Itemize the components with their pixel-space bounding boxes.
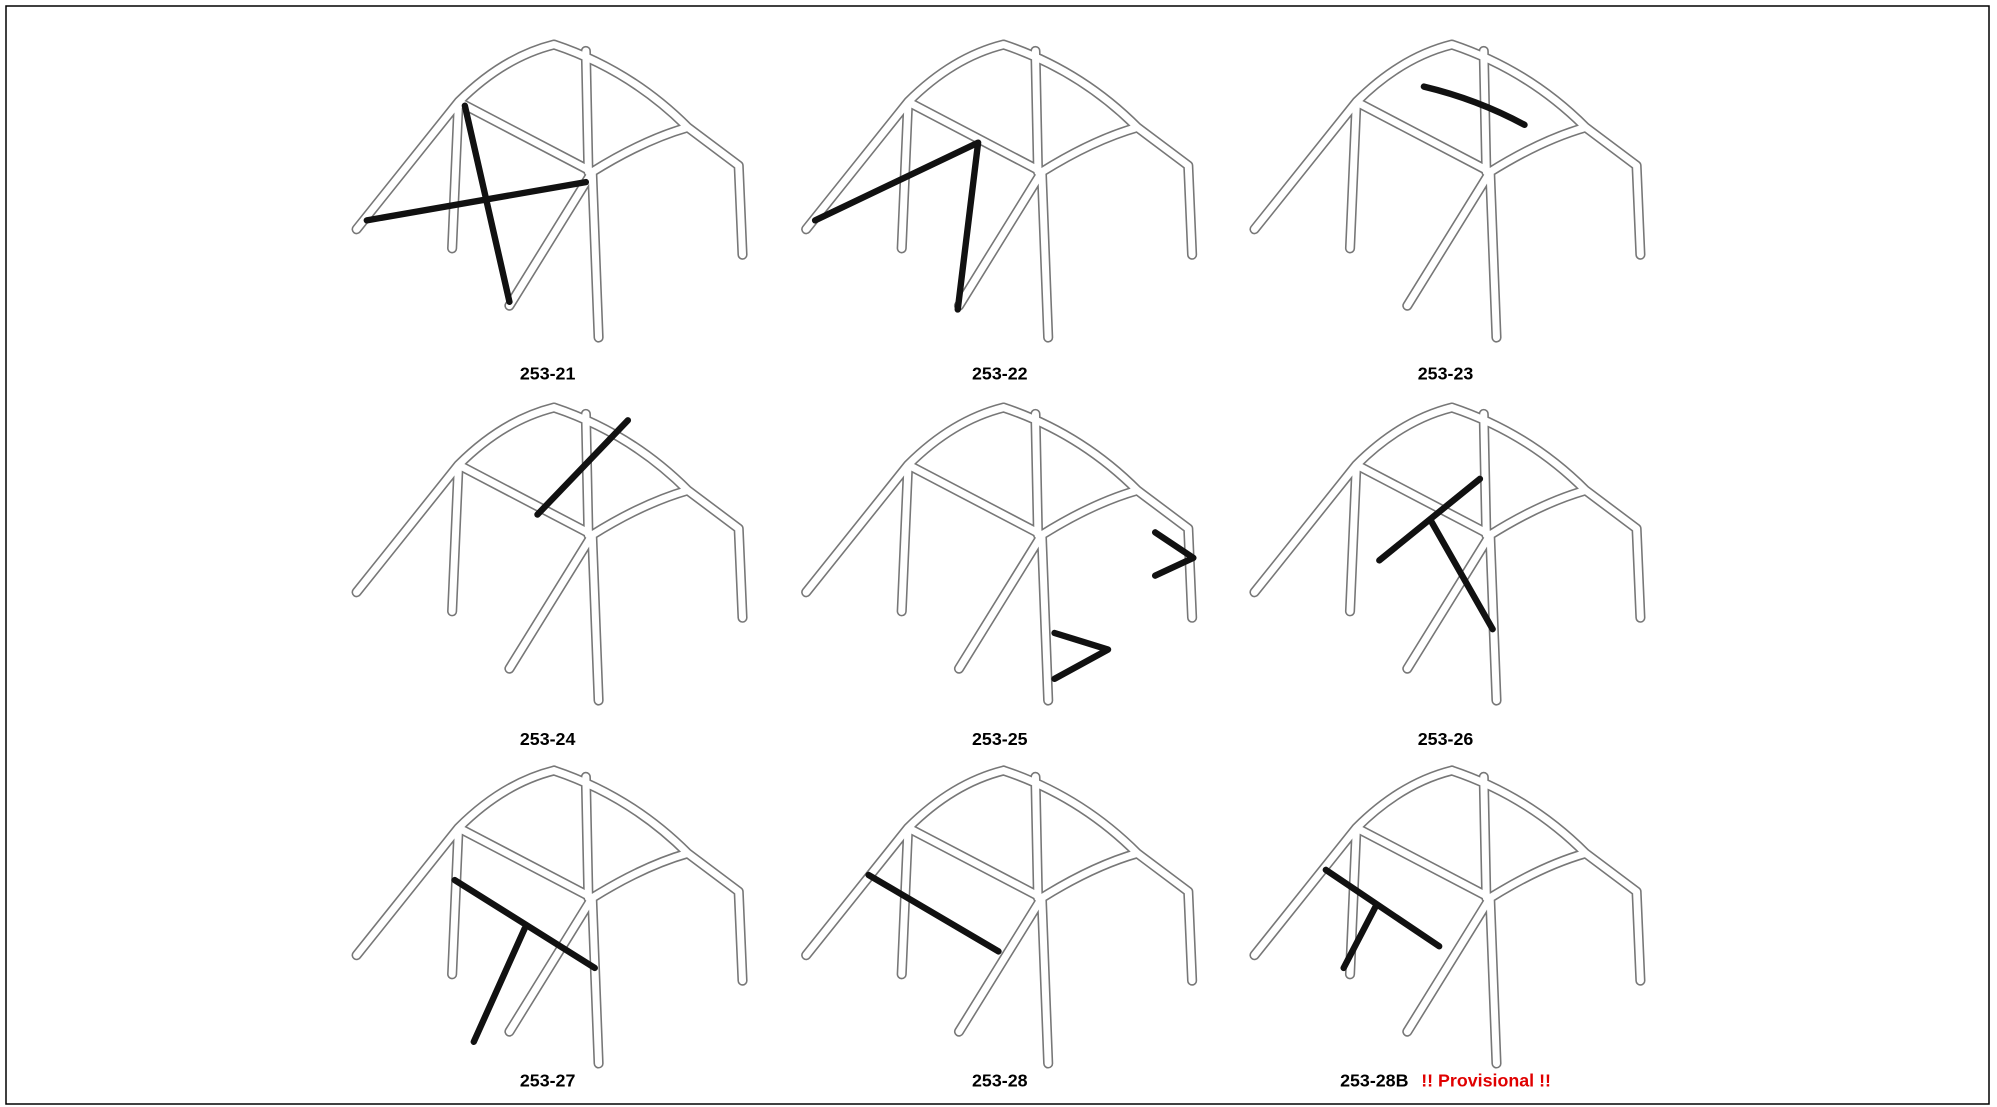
figure-label-group: 253-28B !! Provisional !! <box>1340 1070 1551 1090</box>
provisional-note: !! Provisional !! <box>1421 1070 1551 1090</box>
figure-label: 253-22 <box>972 364 1028 384</box>
page: {"figures": [ {"label": "253-21"}, {"lab… <box>0 0 1997 1107</box>
drawings: 253-21 253-22 253-23 253-24 253-25 253-2… <box>357 45 1641 1091</box>
brace <box>1326 870 1439 968</box>
figure-label: 253-28 <box>972 1070 1028 1090</box>
cage-drawing <box>806 45 1192 338</box>
cage-drawing <box>1254 771 1640 1064</box>
cage-drawing <box>806 408 1192 701</box>
cage-drawing <box>806 771 1192 1064</box>
figure-label: 253-28B <box>1340 1070 1409 1090</box>
cage-drawing <box>1254 45 1640 338</box>
figure-label: 253-26 <box>1418 729 1474 749</box>
brace <box>1055 532 1194 678</box>
brace <box>815 143 978 310</box>
frame <box>6 6 1989 1104</box>
brace <box>1424 87 1525 125</box>
figure-label: 253-23 <box>1418 364 1474 384</box>
brace <box>869 875 999 951</box>
brace <box>455 880 595 1042</box>
cage-drawing <box>357 771 743 1064</box>
figure-sheet: 253-21 253-22 253-23 253-24 253-25 253-2… <box>0 0 1997 1107</box>
cage-drawing <box>357 408 743 701</box>
figure-label: 253-25 <box>972 729 1028 749</box>
figure-label: 253-24 <box>520 729 576 749</box>
figure-label: 253-21 <box>520 364 576 384</box>
brace <box>367 106 586 302</box>
figure-label: 253-27 <box>520 1070 576 1090</box>
